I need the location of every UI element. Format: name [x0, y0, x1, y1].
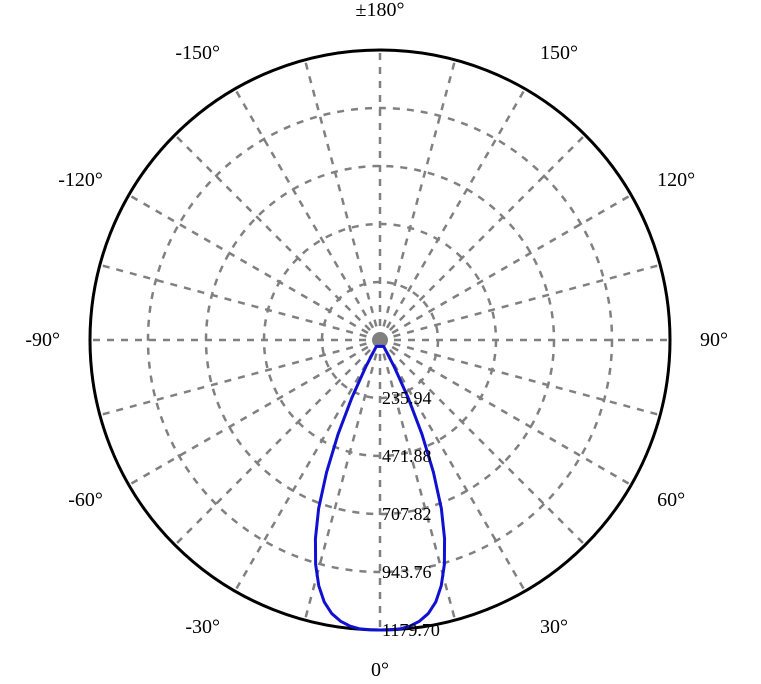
- angle-label: 30°: [540, 616, 568, 638]
- angle-label: -120°: [58, 169, 103, 191]
- radial-tick-label: 235.94: [382, 388, 432, 408]
- radial-tick-label: 471.88: [382, 446, 432, 466]
- angle-label: 60°: [657, 489, 685, 511]
- angle-label: -150°: [175, 42, 220, 64]
- radial-tick-label: 943.76: [382, 562, 432, 582]
- radial-tick-label: 1179.70: [382, 620, 440, 640]
- angle-label: 120°: [657, 169, 695, 191]
- polar-chart: ±180° 150° 120° 90° 60° 30° 0° -30° -60° -90° -120…: [0, 0, 761, 684]
- angle-label: 0°: [371, 659, 389, 681]
- angle-label: -60°: [68, 489, 103, 511]
- angle-label: ±180°: [356, 0, 405, 21]
- angle-label: -30°: [185, 616, 220, 638]
- radial-tick-label: 707.82: [382, 504, 432, 524]
- angle-label: -90°: [25, 329, 60, 351]
- angle-label: 90°: [700, 329, 728, 351]
- angle-label: 150°: [540, 42, 578, 64]
